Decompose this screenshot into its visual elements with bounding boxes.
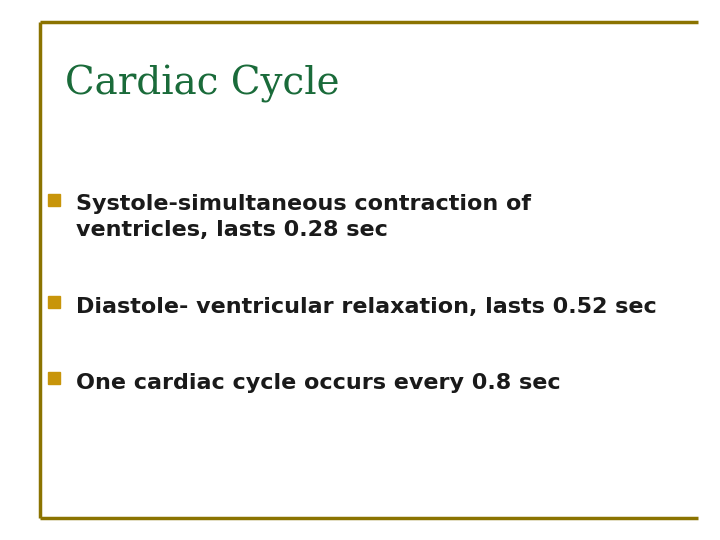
Text: One cardiac cycle occurs every 0.8 sec: One cardiac cycle occurs every 0.8 sec — [76, 373, 560, 393]
Text: Systole-simultaneous contraction of
ventricles, lasts 0.28 sec: Systole-simultaneous contraction of vent… — [76, 194, 531, 240]
Text: Diastole- ventricular relaxation, lasts 0.52 sec: Diastole- ventricular relaxation, lasts … — [76, 297, 657, 317]
Text: Cardiac Cycle: Cardiac Cycle — [65, 65, 339, 103]
